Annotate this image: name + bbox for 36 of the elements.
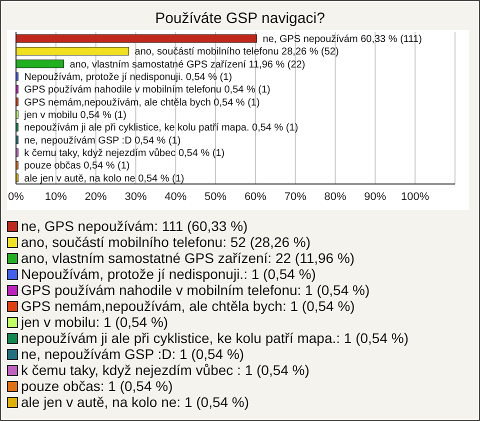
text: Nepoužívám, protože jí nedisponuji.: 1 (0,54 %) (21, 266, 316, 282)
category-label: jen v mobilu 0,54 % (1) (24, 110, 126, 122)
x-tick-label: 0% (8, 190, 24, 203)
category-label: ne, GPS nepoužívám 60,33 % (111) (262, 34, 422, 46)
category-label: ne, nepoužívám GSP :D 0,54 % (1) (24, 135, 181, 146)
text: ano, vlastním samostatné GPS zařízení: 22 (11,96 %) (21, 250, 355, 266)
x-tick-label: 30% (124, 190, 147, 203)
x-tick-label: 50% (204, 190, 227, 203)
x-tick-label: 60% (244, 190, 267, 203)
text: pouze občas: 1 (0,54 %) (21, 378, 173, 394)
category-label: Nepoužívám, protože jí nedisponuji. 0,54 % (1) (24, 72, 232, 84)
category-label: nepoužívám ji ale při cyklistice, ke kolu patří mapa. 0,54 % (1) (24, 122, 298, 134)
x-tick-label: 10% (44, 190, 68, 203)
x-tick-label: 90% (364, 190, 386, 203)
x-tick-label: 80% (324, 190, 346, 203)
text: GPS používám nahodile v mobilním telefonu: 1 (0,54 %) (21, 282, 370, 298)
x-tick-label: 100% (401, 190, 430, 203)
category-label: ano, vlastním samostatné GPS zařízení 11,96 % (22) (70, 59, 306, 70)
text: ale jen v autě, na kolo ne: 1 (0,54 %) (21, 394, 250, 410)
text: ne, nepoužívám GSP :D: 1 (0,54 %) (21, 346, 244, 362)
x-tick-label: 70% (284, 190, 307, 203)
category-label: GPS nemám,nepoužívám, ale chtěla bych 0,54 % (1) (24, 97, 260, 108)
text: nepoužívám ji ale při cyklistice, ke kolu patří mapa.: 1 (0,54 %) (21, 330, 409, 346)
text: ano, součástí mobilního telefonu: 52 (28,26 %) (21, 234, 311, 250)
category-label: GPS používám nahodile v mobilním telefonu 0,54 % (1) (24, 84, 270, 96)
category-label: k čemu taky, když nejezdím vůbec 0,54 % (1) (24, 148, 225, 160)
text: ne, GPS nepoužívám: 111 (60,33 %) (21, 218, 248, 234)
chart-title: Používáte GSP navigaci? (154, 10, 326, 29)
text: jen v mobilu: 1 (0,54 %) (21, 314, 168, 330)
text: GPS nemám,nepoužívám, ale chtěla bych: 1 (0,54 %) (21, 298, 355, 314)
x-tick-label: 40% (164, 190, 187, 203)
category-label: ano, součástí mobilního telefonu 28,26 % (52) (134, 46, 339, 58)
x-tick-label: 20% (84, 190, 108, 203)
category-label: ale jen v autě, na kolo ne 0,54 % (1) (24, 173, 184, 184)
text: k čemu taky, když nejezdím vůbec : 1 (0,54 %) (21, 362, 310, 378)
category-label: pouze občas 0,54 % (1) (24, 160, 130, 172)
